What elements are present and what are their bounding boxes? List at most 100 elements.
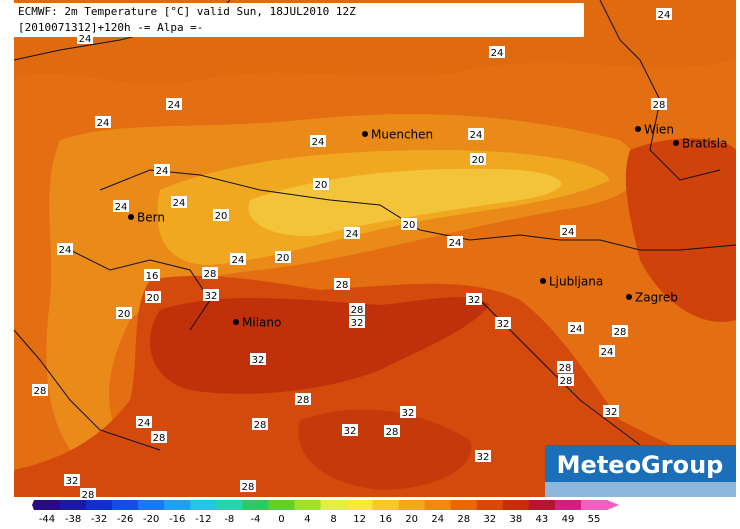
colorbar-swatch xyxy=(60,500,87,510)
contour-label-box xyxy=(80,488,96,500)
contour-label-box xyxy=(154,164,170,176)
colorbar-label: -8 xyxy=(224,514,234,525)
contour-label: 24 xyxy=(601,347,614,358)
city-dot xyxy=(540,278,546,284)
colorbar-swatch xyxy=(372,500,400,510)
contour-label-box xyxy=(240,480,256,492)
colorbar-swatch xyxy=(580,500,608,510)
contour-label-box xyxy=(400,406,416,418)
contour-label-box xyxy=(64,474,80,486)
city-dot xyxy=(673,140,679,146)
contour-label: 28 xyxy=(204,269,217,280)
contour-label-box xyxy=(349,316,365,328)
colorbar-swatch xyxy=(502,500,530,510)
colorbar-label: 20 xyxy=(405,514,418,525)
contour-label-box xyxy=(468,128,484,140)
contour-label-box xyxy=(313,178,329,190)
contour-label-box xyxy=(116,307,132,319)
header-box: ECMWF: 2m Temperature [°C] valid Sun, 18… xyxy=(14,3,584,37)
contour-label: 32 xyxy=(252,355,265,366)
contour-label-box xyxy=(77,32,93,44)
colorbar-swatch xyxy=(268,500,295,510)
city-label: Milano xyxy=(242,316,281,330)
contour-label: 20 xyxy=(118,309,131,320)
contour-label-box xyxy=(401,218,417,230)
contour-label-box xyxy=(275,251,291,263)
contour-label-box xyxy=(202,267,218,279)
colorbar-swatch xyxy=(33,500,61,510)
colorbar-label: -32 xyxy=(91,514,107,525)
colorbar-swatch xyxy=(86,500,113,510)
colorbar-swatch xyxy=(164,500,191,510)
colorbar-label: -4 xyxy=(250,514,260,525)
contour-label: 24 xyxy=(59,245,72,256)
colorbar-swatch xyxy=(450,500,478,510)
contour-label: 24 xyxy=(173,198,186,209)
colorbar-label: 38 xyxy=(509,514,522,525)
contour-label: 24 xyxy=(79,34,92,45)
contour-label-box xyxy=(470,153,486,165)
contour-label: 28 xyxy=(614,327,627,338)
map-field xyxy=(14,0,736,497)
colorbar-label: -38 xyxy=(65,514,81,525)
contour-label-box xyxy=(136,416,152,428)
cities: Muenchen Wien Bratisla Bern Ljubljana Zagreb M… xyxy=(128,123,728,330)
contour-label: 24 xyxy=(168,100,181,111)
colorbar-label: 43 xyxy=(536,514,549,525)
contour-label: 24 xyxy=(138,418,151,429)
contour-label-box xyxy=(475,450,491,462)
contour-label: 32 xyxy=(351,318,364,329)
colorbar-swatch xyxy=(216,500,243,510)
contour-label-box xyxy=(213,209,229,221)
contour-label-box xyxy=(568,322,584,334)
city-dot xyxy=(635,126,641,132)
contour-label-box xyxy=(447,236,463,248)
colorbar-swatch xyxy=(112,500,139,510)
colorbar-swatch xyxy=(476,500,504,510)
contour-label-box xyxy=(252,418,268,430)
colorbar-label: 32 xyxy=(483,514,496,525)
contour-label: 20 xyxy=(403,220,416,231)
colorbar-swatch xyxy=(190,500,217,510)
city-label: Wien xyxy=(644,123,674,137)
contour-label: 28 xyxy=(297,395,310,406)
contour-label: 32 xyxy=(344,426,357,437)
logo: MeteoGroup xyxy=(545,445,736,497)
contour-label: 24 xyxy=(346,229,359,240)
contour-label-box xyxy=(612,325,628,337)
city-label: Ljubljana xyxy=(549,275,603,289)
contour-label: 20 xyxy=(147,293,160,304)
city-dot xyxy=(233,319,239,325)
colorbar-swatch xyxy=(424,500,452,510)
header-line: ECMWF: 2m Temperature [°C] valid Sun, 18… xyxy=(18,5,356,18)
contour-label-box xyxy=(57,243,73,255)
contour-label-box xyxy=(145,291,161,303)
city-dot xyxy=(362,131,368,137)
colorbar-label: 28 xyxy=(457,514,470,525)
colorbar-label: 16 xyxy=(379,514,392,525)
colorbar-label: -12 xyxy=(195,514,211,525)
colorbar-label: 49 xyxy=(562,514,575,525)
contour-label-box xyxy=(342,424,358,436)
contour-label-box xyxy=(166,98,182,110)
contour-label: 24 xyxy=(232,255,245,266)
contour-label-box xyxy=(144,269,160,281)
contour-label: 32 xyxy=(605,407,618,418)
colorbar-swatch xyxy=(320,500,348,510)
colorbar-label: 24 xyxy=(431,514,444,525)
contour-label-box xyxy=(32,384,48,396)
city-label: Muenchen xyxy=(371,128,433,142)
colorbar-label: -44 xyxy=(39,514,55,525)
contour-label: 32 xyxy=(205,291,218,302)
contour-label-box xyxy=(651,98,667,110)
contour-label-box xyxy=(384,425,400,437)
colorbar-arrow xyxy=(607,500,620,510)
contour-label-box xyxy=(349,303,365,315)
colorbar-label: 8 xyxy=(330,514,336,525)
logo-text: MeteoGroup xyxy=(557,451,724,479)
city-dot xyxy=(128,214,134,220)
contour-label: 28 xyxy=(82,490,95,501)
contour-label: 28 xyxy=(386,427,399,438)
colorbar-label: 4 xyxy=(304,514,310,525)
colorbar-label: 12 xyxy=(353,514,366,525)
